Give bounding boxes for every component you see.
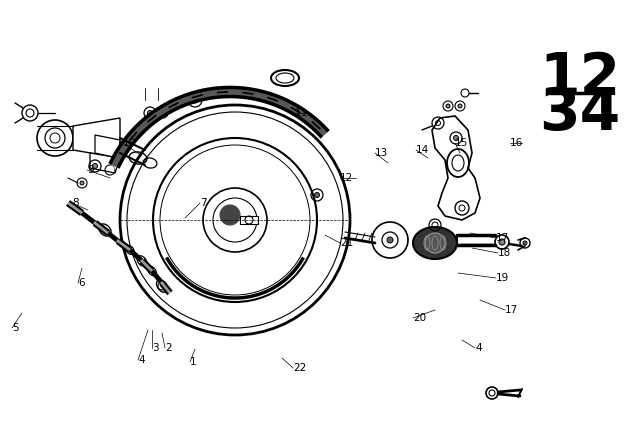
Circle shape	[387, 237, 393, 243]
Polygon shape	[95, 135, 120, 158]
Text: 15: 15	[455, 138, 468, 148]
Text: 7: 7	[200, 198, 207, 208]
Text: 5: 5	[12, 323, 19, 333]
FancyBboxPatch shape	[240, 216, 258, 224]
Polygon shape	[413, 227, 457, 259]
Circle shape	[314, 193, 319, 198]
Text: 12: 12	[340, 173, 353, 183]
Text: 22: 22	[293, 363, 307, 373]
Text: 17: 17	[496, 233, 509, 243]
Text: 34: 34	[540, 85, 621, 142]
Text: 8: 8	[72, 198, 79, 208]
Text: 20: 20	[413, 313, 426, 323]
Circle shape	[425, 233, 445, 253]
Circle shape	[520, 238, 530, 248]
Text: 14: 14	[416, 145, 429, 155]
Circle shape	[523, 241, 527, 245]
Circle shape	[147, 111, 152, 116]
Text: 4: 4	[475, 343, 482, 353]
Text: 11: 11	[295, 108, 308, 118]
Circle shape	[458, 104, 462, 108]
Text: 21: 21	[340, 238, 353, 248]
Text: 13: 13	[375, 148, 388, 158]
Text: 10: 10	[123, 138, 136, 148]
Circle shape	[495, 235, 509, 249]
Text: 16: 16	[510, 138, 524, 148]
Text: 19: 19	[496, 273, 509, 283]
Text: 9: 9	[87, 165, 93, 175]
Text: 12: 12	[540, 49, 621, 107]
Circle shape	[499, 239, 505, 245]
Circle shape	[93, 164, 97, 168]
Polygon shape	[90, 153, 120, 173]
Text: 3: 3	[152, 343, 159, 353]
Text: 6: 6	[78, 278, 84, 288]
Text: 1: 1	[190, 357, 196, 367]
Circle shape	[489, 390, 495, 396]
Circle shape	[446, 104, 450, 108]
Text: 2: 2	[165, 343, 172, 353]
Circle shape	[454, 135, 458, 141]
Circle shape	[161, 111, 165, 115]
Polygon shape	[73, 118, 120, 158]
Polygon shape	[432, 116, 480, 220]
Circle shape	[80, 181, 84, 185]
Text: 17: 17	[505, 305, 518, 315]
Text: 4: 4	[138, 355, 145, 365]
Text: 18: 18	[498, 248, 511, 258]
Circle shape	[220, 205, 240, 225]
